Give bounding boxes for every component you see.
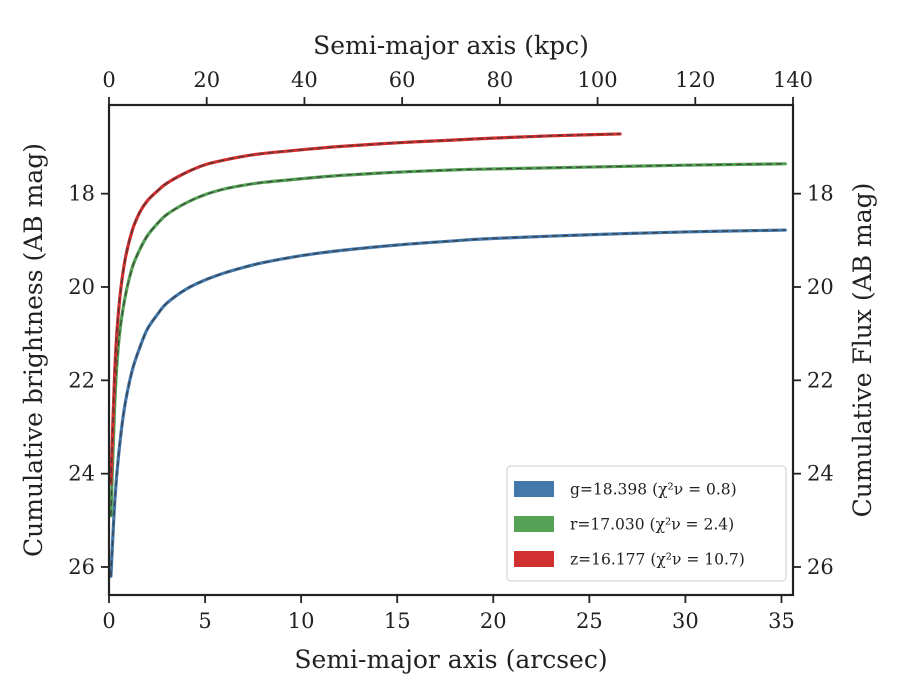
series-g-fit-line	[110, 229, 786, 577]
x-tick-label: 5	[198, 609, 211, 633]
legend-label-g: g=18.398 (χ²ν = 0.8)	[570, 481, 737, 499]
right-y-tick-label: 24	[807, 462, 834, 486]
y-tick-label: 26	[68, 555, 95, 579]
y-tick-label: 18	[68, 182, 95, 206]
right-y-axis-title: Cumulative Flux (AB mag)	[848, 183, 877, 518]
top-x-tick-label: 60	[389, 68, 416, 92]
x-tick-label: 25	[576, 609, 603, 633]
top-x-tick-label: 120	[675, 68, 715, 92]
top-x-tick-label: 100	[578, 68, 618, 92]
right-y-tick-label: 18	[807, 182, 834, 206]
legend-swatch-g	[514, 481, 554, 497]
y-tick-label: 22	[68, 368, 95, 392]
x-tick-label: 10	[288, 609, 315, 633]
x-tick-label: 0	[102, 609, 115, 633]
series-r-fit-line	[110, 163, 786, 516]
y-tick-label: 20	[68, 275, 95, 299]
series-layer	[109, 132, 787, 578]
right-y-tick-label: 22	[807, 368, 834, 392]
top-x-tick-label: 40	[291, 68, 318, 92]
x-tick-label: 15	[384, 609, 411, 633]
y-axis-title: Cumulative brightness (AB mag)	[19, 143, 48, 557]
left-axis-ticks: 18 20 22 24 26	[68, 182, 109, 579]
legend-swatch-r	[514, 516, 554, 532]
series-z-fit-line	[110, 133, 621, 484]
legend-box	[506, 465, 787, 582]
top-x-tick-label: 140	[773, 68, 813, 92]
x-tick-label: 35	[768, 609, 795, 633]
bottom-axis-ticks: 0 5 10 15 20 25 30 35	[102, 595, 795, 633]
right-y-tick-label: 26	[807, 555, 834, 579]
top-x-tick-label: 20	[193, 68, 220, 92]
top-x-tick-label: 0	[102, 68, 115, 92]
top-x-tick-label: 80	[486, 68, 513, 92]
x-axis-title: Semi-major axis (arcsec)	[294, 645, 607, 674]
x-tick-label: 20	[480, 609, 507, 633]
top-axis-ticks: 0 20 40 60 80 100 120 140	[102, 68, 813, 105]
right-y-tick-label: 20	[807, 275, 834, 299]
legend: g=18.398 (χ²ν = 0.8) r=17.030 (χ²ν = 2.4)…	[506, 465, 787, 582]
y-tick-label: 24	[68, 462, 95, 486]
legend-label-z: z=16.177 (χ²ν = 10.7)	[570, 551, 745, 569]
top-x-axis-title: Semi-major axis (kpc)	[313, 31, 589, 60]
right-axis-ticks: 18 20 22 24 26	[793, 182, 834, 579]
plot-frame	[107, 103, 795, 597]
x-tick-label: 30	[672, 609, 699, 633]
legend-swatch-z	[514, 551, 554, 567]
legend-label-r: r=17.030 (χ²ν = 2.4)	[570, 516, 734, 534]
